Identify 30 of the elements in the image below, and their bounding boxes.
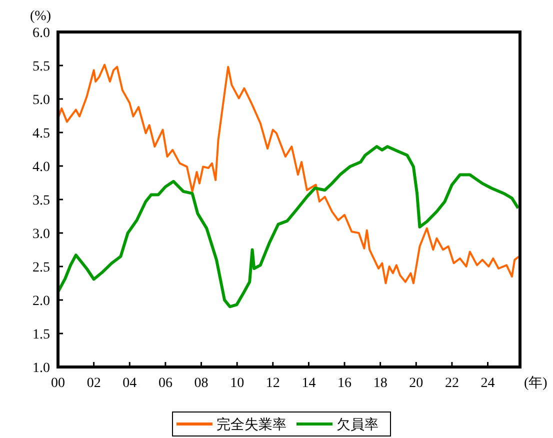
y-tick-label: 3.0 (32, 227, 50, 242)
y-axis-title: (%) (30, 9, 52, 24)
y-tick-label: 3.5 (32, 194, 50, 208)
y-tick-label: 2.0 (32, 294, 50, 309)
x-tick-label: 24 (480, 376, 495, 391)
y-tick-label: 4.5 (32, 126, 50, 142)
y-tick-label: 5.0 (32, 93, 50, 108)
y-tick-label: 5.5 (32, 60, 50, 74)
y-tick-label: 2.5 (32, 260, 50, 276)
x-tick-label: 16 (338, 376, 352, 391)
x-tick-label: 22 (444, 376, 459, 391)
x-tick-label: 10 (230, 376, 244, 391)
x-tick-label: 20 (409, 376, 424, 391)
x-tick-label: 04 (122, 376, 137, 391)
x-axis-title: (年) (524, 375, 548, 391)
x-tick-label: 08 (194, 376, 208, 391)
x-tick-label: 12 (266, 376, 280, 391)
y-tick-label: 4.0 (32, 160, 50, 175)
x-tick-label: 06 (158, 376, 172, 391)
legend-label: 欠員率 (336, 417, 378, 433)
y-tick-label: 1.5 (32, 328, 50, 342)
line-series (56, 145, 520, 308)
y-tick-label: 1.0 (32, 361, 50, 376)
x-tick-label: 14 (302, 376, 316, 391)
legend-label: 完全失業率 (216, 417, 286, 433)
x-tick-label: 02 (86, 376, 101, 391)
x-tick-label: 00 (51, 376, 65, 391)
line-series (57, 64, 520, 284)
y-tick-label: 6.0 (32, 26, 50, 41)
x-tick-label: 18 (373, 376, 388, 391)
